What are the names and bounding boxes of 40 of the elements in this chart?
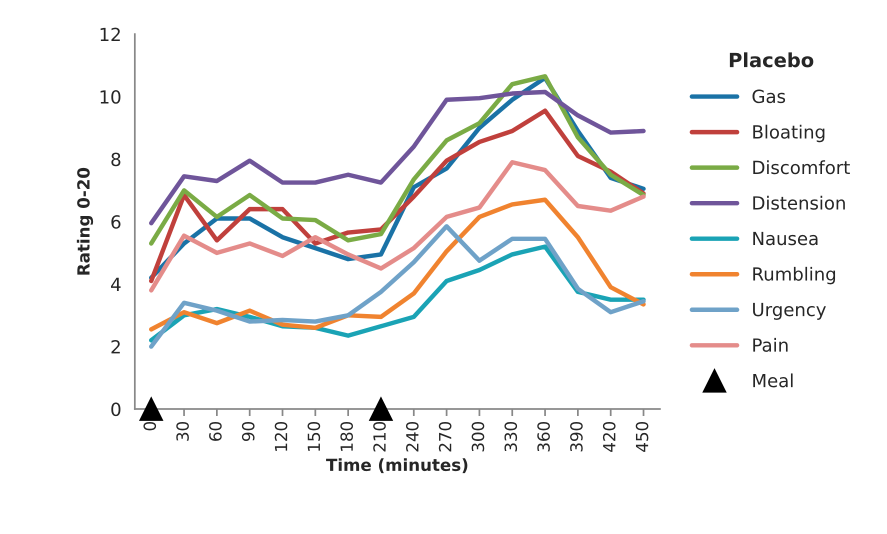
x-tick-label: 210	[373, 422, 386, 452]
y-tick-label: 12	[100, 28, 120, 42]
x-tick-label: 0	[143, 422, 156, 430]
x-tick-label: 360	[537, 422, 550, 452]
legend-label: Nausea	[753, 232, 818, 246]
legend-label: Pain	[753, 338, 788, 352]
x-tick-label: 90	[242, 422, 255, 442]
legend-label: Urgency	[753, 302, 826, 320]
x-tick-label: 60	[209, 422, 222, 441]
x-tick-label: 180	[340, 422, 353, 451]
y-tick-label: 6	[111, 215, 120, 229]
x-tick-label: 300	[472, 422, 484, 452]
x-tick-label: 330	[504, 422, 518, 452]
x-tick-label: 120	[274, 422, 288, 451]
x-tick-label: 240	[406, 422, 419, 452]
y-tick-label: 8	[111, 152, 120, 166]
line-series	[149, 90, 646, 226]
legend-label: Distension	[753, 196, 845, 210]
legend-label: Rumbling	[753, 266, 836, 284]
y-axis-title: Rating 0-20	[76, 168, 94, 275]
y-tick-label: 10	[100, 90, 120, 104]
line-series	[149, 74, 646, 246]
line-series	[149, 198, 646, 332]
x-tick-label: 450	[636, 422, 648, 452]
y-tick-label: 2	[111, 340, 120, 354]
x-tick-label: 390	[570, 422, 583, 452]
x-tick-label: 30	[176, 422, 189, 441]
x-tick-label: 270	[438, 422, 452, 452]
y-tick-label: 0	[111, 402, 120, 416]
line-series	[149, 224, 646, 349]
x-tick-label: 420	[602, 422, 616, 452]
legend-title: Placebo	[730, 52, 814, 68]
x-tick-label: 150	[308, 422, 320, 451]
legend-label: Meal	[753, 373, 793, 388]
legend-label: Bloating	[753, 124, 824, 142]
line-series	[149, 160, 646, 293]
legend-label: Discomfort	[753, 160, 850, 174]
x-axis-title: Time (minutes)	[326, 458, 468, 474]
legend-label: Gas	[752, 90, 786, 104]
y-tick-label: 4	[111, 278, 121, 291]
